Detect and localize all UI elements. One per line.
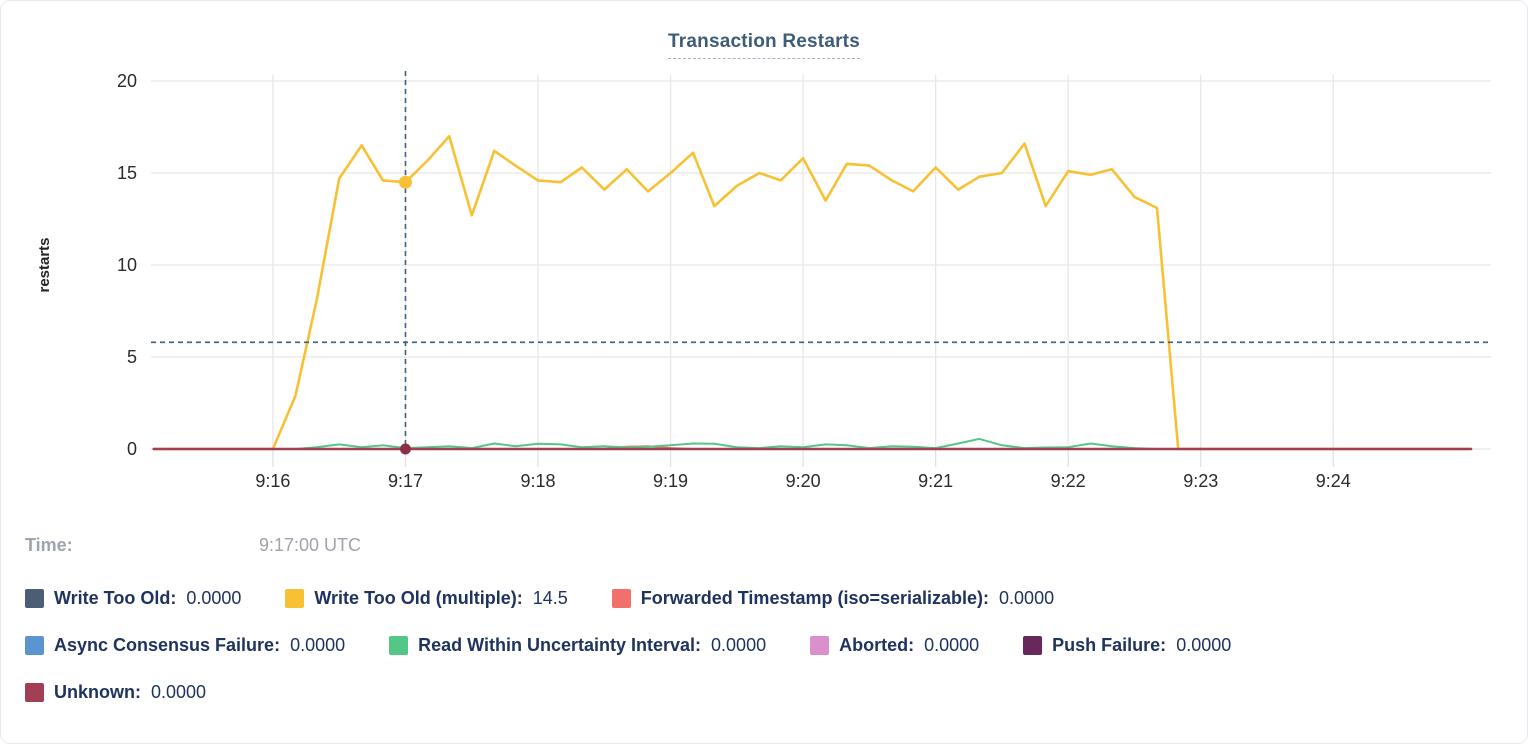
legend-swatch-unknown [25, 683, 44, 702]
legend-row: Write Too Old: 0.0000 Write Too Old (multi… [25, 588, 1503, 609]
chart-title[interactable]: Transaction Restarts [668, 31, 860, 59]
legend-label: Forwarded Timestamp (iso=serializable): [640, 588, 990, 608]
legend-value: 0.0000 [290, 635, 346, 655]
x-tick-label: 9:20 [786, 471, 821, 491]
legend-value: 14.5 [532, 588, 568, 608]
legend-label: Write Too Old: [54, 588, 177, 608]
series-line-write_too_old_multiple [152, 134, 1473, 451]
legend-value: 0.0000 [186, 588, 242, 608]
legend-item-unknown: Unknown: 0.0000 [25, 682, 206, 703]
y-tick-label: 0 [127, 439, 137, 459]
x-tick-label: 9:21 [918, 471, 953, 491]
time-value: 9:17:00 UTC [259, 535, 362, 555]
legend-value: 0.0000 [711, 635, 767, 655]
x-tick-label: 9:18 [520, 471, 555, 491]
x-tick-label: 9:17 [388, 471, 423, 491]
x-tick-label: 9:22 [1051, 471, 1086, 491]
legend-value: 0.0000 [1176, 635, 1232, 655]
y-tick-label: 20 [117, 71, 137, 91]
hover-time-row: Time: 9:17:00 UTC [25, 535, 1527, 556]
hover-dots [398, 175, 412, 455]
y-tick-label: 15 [117, 163, 137, 183]
legend-swatch-read_within_uncertainty [389, 636, 409, 655]
legend-label: Aborted: [839, 635, 915, 655]
axis-labels: 0 5 10 15 20 9:16 9:17 9:18 9:19 9:20 9:21 9:22 9:23… [36, 71, 1351, 491]
legend-swatch-async_consensus_failure [25, 636, 44, 655]
legend-item-push_failure: Push Failure: 0.0000 [1023, 635, 1231, 656]
x-tick-label: 9:23 [1183, 471, 1218, 491]
time-label: Time: [25, 535, 73, 555]
hover-dot-write_too_old_multiple [398, 175, 412, 189]
legend-item-aborted: Aborted: 0.0000 [810, 635, 979, 656]
x-tick-label: 9:24 [1316, 471, 1351, 491]
y-tick-label: 5 [127, 347, 137, 367]
legend-label: Push Failure: [1052, 635, 1167, 655]
y-tick-label: 10 [117, 255, 137, 275]
x-tick-label: 9:19 [653, 471, 688, 491]
chart-legend: Write Too Old: 0.0000 Write Too Old (multi… [25, 588, 1503, 703]
chart-title-row: Transaction Restarts [1, 1, 1527, 59]
legend-item-write_too_old: Write Too Old: 0.0000 [25, 588, 241, 609]
legend-label: Write Too Old (multiple): [314, 588, 523, 608]
legend-value: 0.0000 [924, 635, 980, 655]
grid-lines [151, 75, 1491, 467]
legend-swatch-write_too_old_multiple [285, 589, 305, 608]
legend-label: Unknown: [54, 682, 141, 702]
legend-swatch-aborted [810, 636, 830, 655]
legend-value: 0.0000 [999, 588, 1055, 608]
legend-item-write_too_old_multiple: Write Too Old (multiple): 14.5 [285, 588, 568, 609]
y-axis-title: restarts [36, 237, 53, 292]
series-lines [152, 134, 1473, 451]
legend-item-read_within_uncertainty: Read Within Uncertainty Interval: 0.0000 [389, 635, 766, 656]
legend-row: Async Consensus Failure: 0.0000 Read Withi… [25, 635, 1503, 656]
legend-label: Async Consensus Failure: [54, 635, 281, 655]
crosshair [151, 71, 1491, 449]
legend-item-async_consensus_failure: Async Consensus Failure: 0.0000 [25, 635, 345, 656]
legend-swatch-forwarded_timestamp [611, 589, 631, 608]
series-line-read_within_uncertainty [152, 437, 1473, 450]
legend-swatch-push_failure [1023, 636, 1043, 655]
x-tick-label: 9:16 [255, 471, 290, 491]
hover-dot-unknown [399, 443, 411, 455]
transaction-restarts-chart[interactable]: 0 5 10 15 20 9:16 9:17 9:18 9:19 9:20 9:21 9:22 9:23… [1, 59, 1528, 505]
legend-label: Read Within Uncertainty Interval: [418, 635, 702, 655]
legend-row: Unknown: 0.0000 [25, 682, 1503, 703]
legend-swatch-write_too_old [25, 589, 44, 608]
legend-item-forwarded_timestamp: Forwarded Timestamp (iso=serializable): 0… [611, 588, 1055, 609]
legend-value: 0.0000 [151, 682, 207, 702]
